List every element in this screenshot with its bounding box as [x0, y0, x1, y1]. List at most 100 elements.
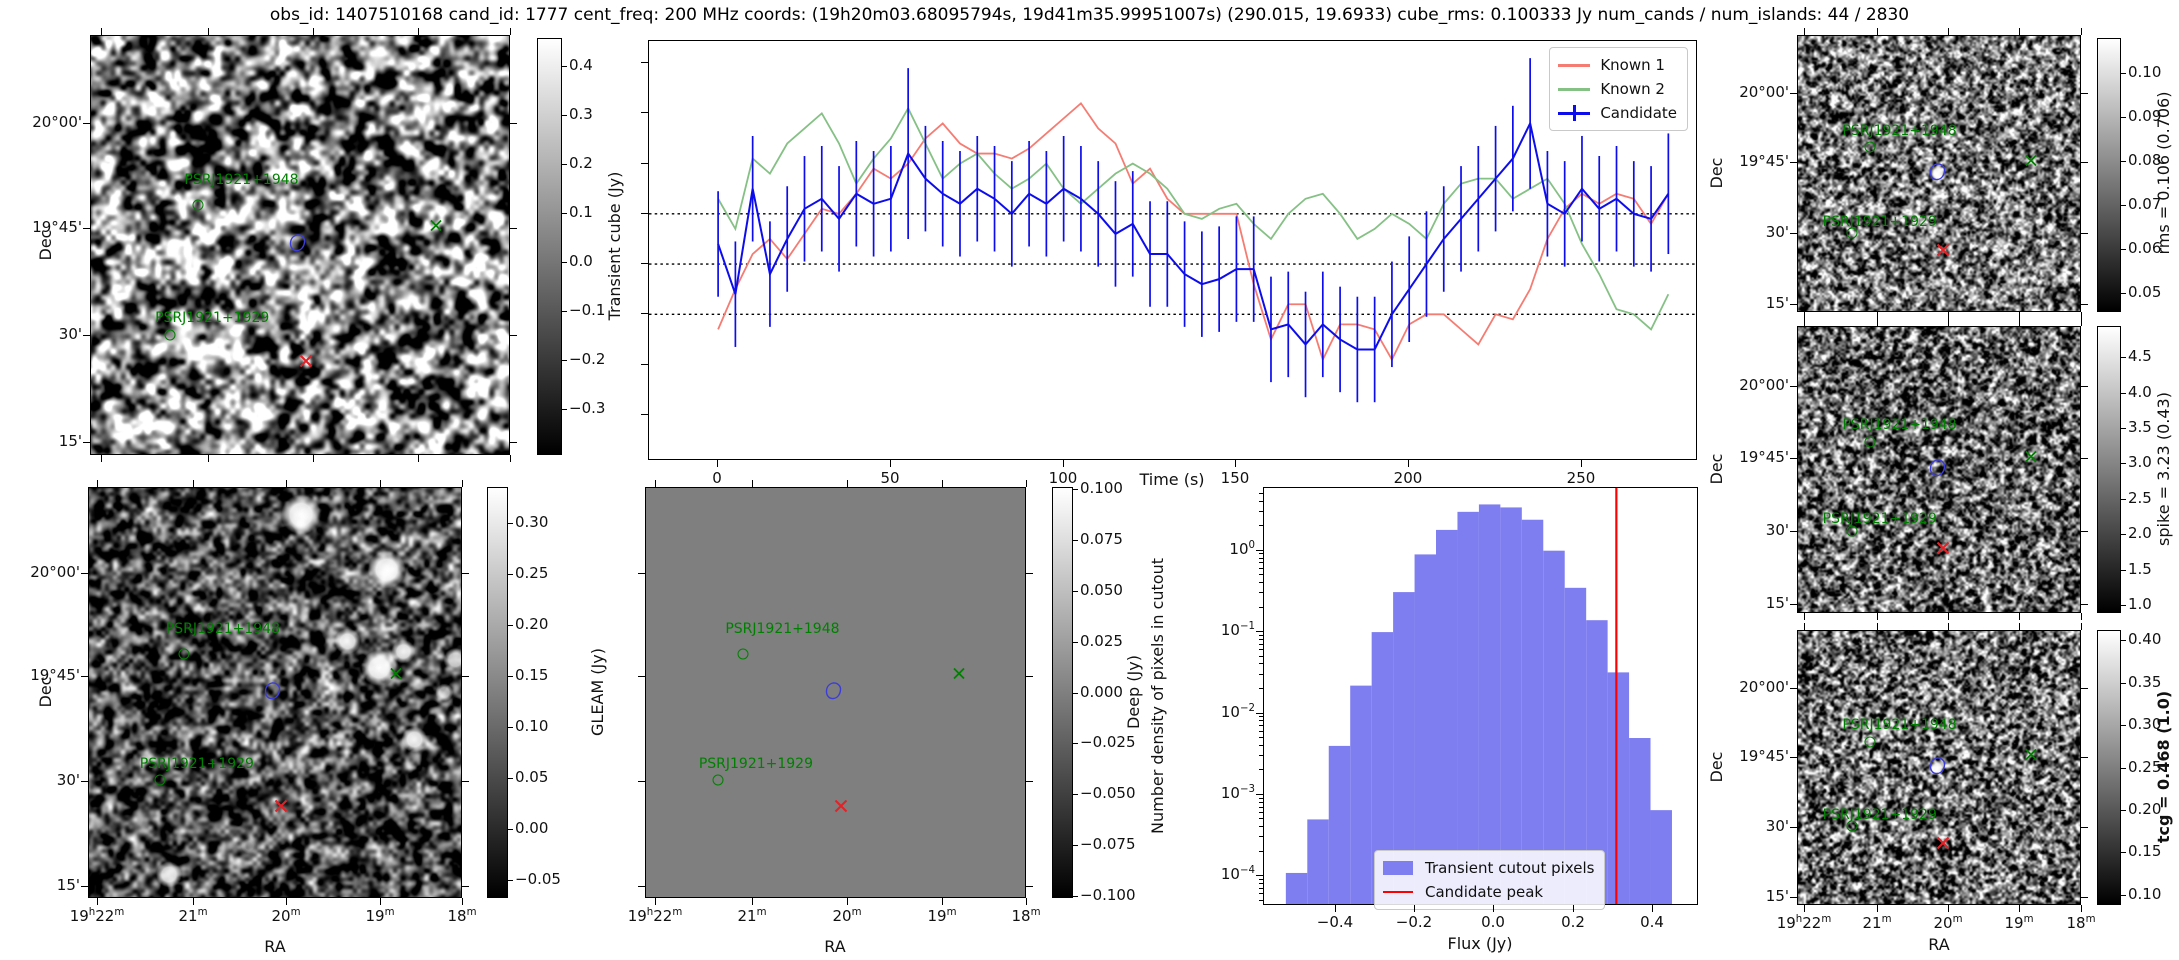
axis-tick: [1026, 676, 1033, 677]
axis-tick: [1804, 312, 1805, 319]
colorbar-tick-label: 0.07: [2128, 195, 2162, 213]
axis-tick: [1877, 312, 1878, 319]
axis-tick: [1948, 623, 1949, 630]
axis-tick: [2081, 162, 2088, 163]
colorbar-tick: [508, 625, 513, 626]
rms-noise-image: [1798, 36, 2080, 311]
colorbar-tick-label: 0.1: [569, 203, 593, 221]
axis-tick: [1408, 460, 1409, 467]
colorbar-tick: [2121, 463, 2126, 464]
colorbar-tick-label: 0.35: [2128, 673, 2162, 691]
axis-tick: [83, 228, 90, 229]
colorbar-tick: [2121, 683, 2126, 684]
axis-tick: [942, 480, 943, 487]
axis-tick: [1804, 319, 1805, 326]
axis-tick: [641, 62, 648, 63]
axis-tick: [313, 455, 314, 462]
axis-tick: [1235, 460, 1236, 467]
axis-tick: [208, 28, 209, 35]
axis-tick: [2081, 827, 2088, 828]
axis-tick: [1790, 458, 1797, 459]
colorbar-tick-label: 2.0: [2128, 524, 2152, 542]
colorbar-tick: [2121, 205, 2126, 206]
ra-tick-label: 18m: [447, 907, 477, 925]
axis-tick: [638, 781, 645, 782]
colorbar-tick: [1073, 540, 1078, 541]
dec-tick-label: 30': [1765, 521, 1789, 539]
axis-tick: [2019, 905, 2020, 912]
axis-tick: [510, 455, 511, 462]
colorbar-tick-label: 0.10: [2128, 63, 2162, 81]
axis-tick: [1259, 798, 1263, 799]
axis-tick: [1259, 525, 1263, 526]
ra-tick-label: 20m: [1933, 914, 1963, 932]
axis-tick: [1026, 886, 1033, 887]
axis-tick: [1259, 644, 1263, 645]
axis-tick: [1790, 757, 1797, 758]
axis-tick: [2019, 319, 2020, 326]
axis-tick: [81, 781, 88, 782]
axis-tick: [2019, 312, 2020, 319]
axis-tick: [1259, 826, 1263, 827]
flux-histogram-panel: Transient cutout pixels Candidate peak: [1263, 487, 1698, 910]
legend-patch-sample: [1383, 860, 1415, 876]
axis-tick: [1259, 656, 1263, 657]
axis-tick: [510, 28, 511, 35]
gleam-cutout-panel: PSRJ1921+1948 PSRJ1921+1929: [88, 487, 462, 898]
colorbar-tick: [2121, 768, 2126, 769]
axis-tick: [101, 28, 102, 35]
colorbar-tick: [2121, 570, 2126, 571]
colorbar-tick-label: −0.050: [1080, 784, 1136, 802]
axis-tick: [1259, 769, 1263, 770]
axis-tick: [1259, 720, 1263, 721]
ra-tick-label: 20m: [832, 907, 862, 925]
axis-tick: [1877, 319, 1878, 326]
axis-tick: [462, 898, 463, 905]
colorbar-tick-label: 4.0: [2128, 383, 2152, 401]
deep-image-panel: PSRJ1921+1948 PSRJ1921+1929: [645, 487, 1026, 898]
colorbar-tick: [2121, 428, 2126, 429]
ra-tick-label: 19h22m: [69, 907, 125, 925]
legend-line-sample: [1558, 105, 1591, 121]
axis-tick: [2081, 233, 2088, 234]
density-tick-label: 100: [1229, 540, 1255, 558]
axis-tick: [1948, 319, 1949, 326]
colorbar-tick: [2121, 161, 2126, 162]
ra-tick-label: 18m: [1011, 907, 1041, 925]
axis-tick: [638, 886, 645, 887]
colorbar-tick-label: −0.05: [515, 870, 561, 888]
ra-tick-label: 19h22m: [1776, 914, 1832, 932]
figure-title: obs_id: 1407510168 cand_id: 1777 cent_fr…: [269, 5, 1910, 25]
axis-tick: [1259, 558, 1263, 559]
tcg-noise-image: [1798, 631, 2080, 904]
colorbar-tick-label: 0.3: [569, 105, 593, 123]
axis-tick: [380, 480, 381, 487]
flux-tick-label: −0.2: [1395, 913, 1433, 931]
axis-tick: [1790, 688, 1797, 689]
density-tick-label: 10−1: [1220, 621, 1255, 639]
colorbar-tick-label: 0.06: [2128, 239, 2162, 257]
dec-tick-label: 19°45': [30, 666, 80, 684]
hist-y-axis-label: Number density of pixels in cutout: [1147, 558, 1167, 834]
axis-tick: [193, 898, 194, 905]
colorbar-tick-label: 0.05: [2128, 283, 2162, 301]
colorbar-tick-label: 1.5: [2128, 560, 2152, 578]
colorbar-tick: [562, 213, 567, 214]
axis-tick: [1259, 818, 1263, 819]
axis-tick: [101, 455, 102, 462]
ra-tick-label: 21m: [178, 907, 208, 925]
axis-tick: [2081, 28, 2082, 35]
colorbar-tick: [1073, 794, 1078, 795]
axis-tick: [1259, 725, 1263, 726]
dec-tick-label: 15': [1765, 294, 1789, 312]
colorbar-tick-label: 0.15: [515, 666, 549, 684]
rms-cutout-panel: PSRJ1921+1948 PSRJ1921+1929: [1797, 35, 2081, 312]
axis-tick: [97, 898, 98, 905]
colorbar-tick: [562, 262, 567, 263]
legend-label: Candidate: [1600, 104, 1677, 122]
axis-tick: [1026, 898, 1027, 905]
dec-tick-label: 15': [1765, 887, 1789, 905]
colorbar-tick-label: −0.075: [1080, 835, 1136, 853]
gleam-colorbar: [487, 487, 508, 898]
flux-tick-label: 0.0: [1481, 913, 1505, 931]
